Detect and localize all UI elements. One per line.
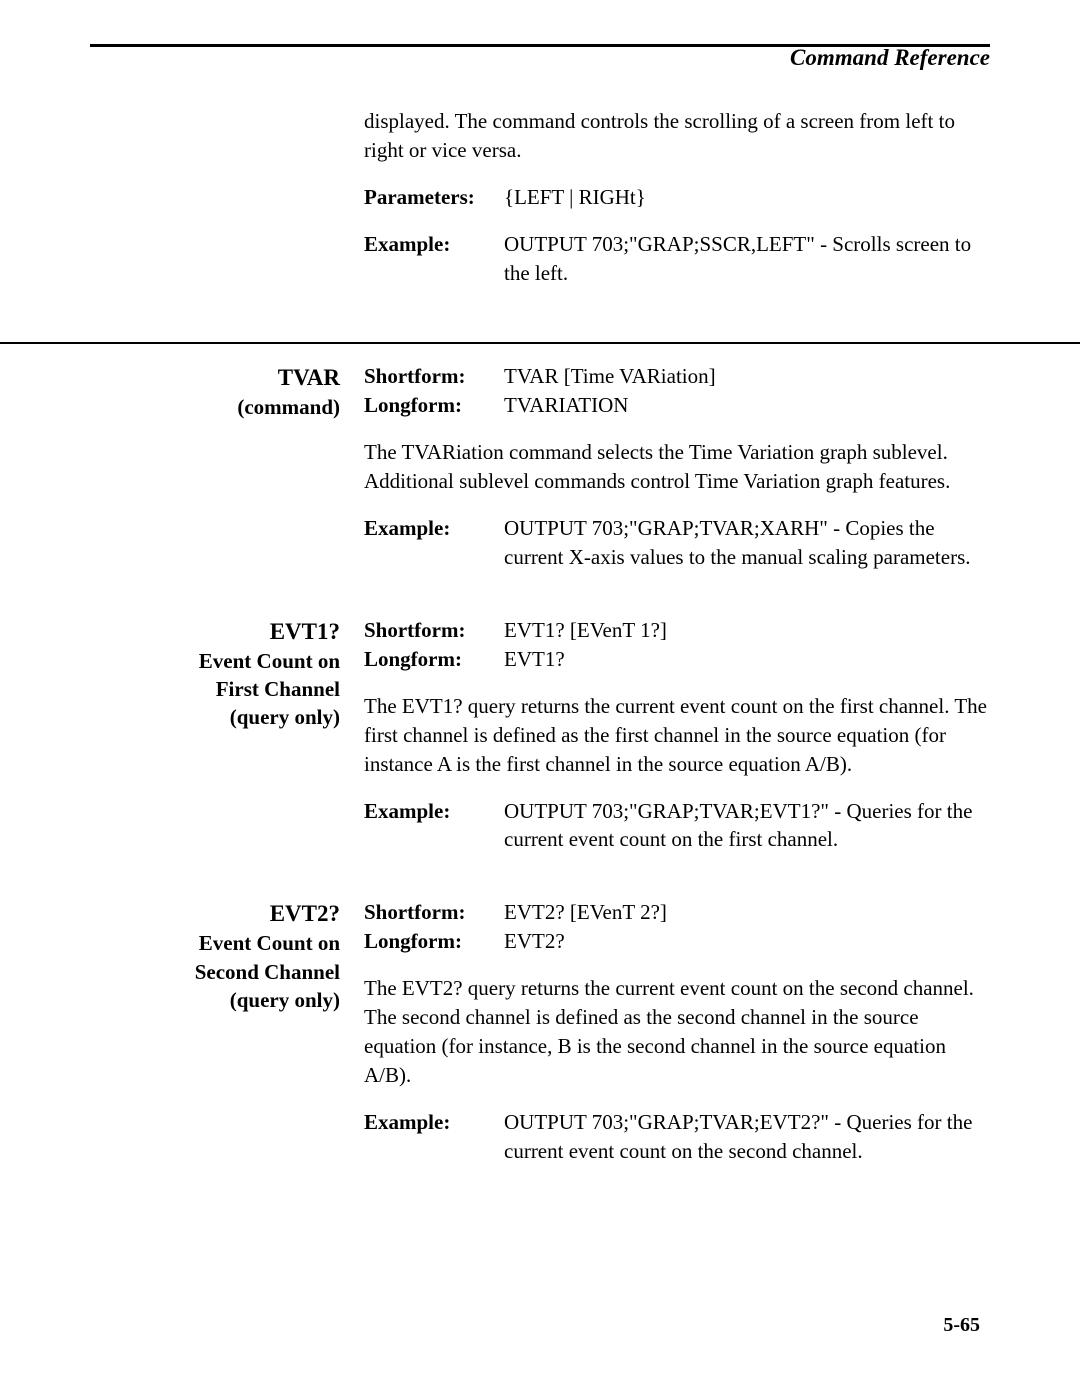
evt2-block: EVT2? Event Count on Second Channel (que…	[90, 898, 990, 1184]
evt2-example-row: Example: OUTPUT 703;"GRAP;TVAR;EVT2?" - …	[364, 1108, 990, 1166]
longform-value: TVARIATION	[504, 391, 990, 420]
example-label: Example:	[364, 1108, 504, 1166]
example-label: Example:	[364, 514, 504, 572]
section-rule-1	[0, 342, 1080, 344]
tvar-longform-row: Longform: TVARIATION	[364, 391, 990, 420]
tvar-block: TVAR (command) Shortform: TVAR [Time VAR…	[90, 362, 990, 590]
evt1-shortform-row: Shortform: EVT1? [EVenT 1?]	[364, 616, 990, 645]
intro-example-row: Example: OUTPUT 703;"GRAP;SSCR,LEFT" - S…	[364, 230, 990, 288]
intro-para: displayed. The command controls the scro…	[364, 107, 990, 165]
example-label: Example:	[364, 797, 504, 855]
evt1-right: Shortform: EVT1? [EVenT 1?] Longform: EV…	[364, 616, 990, 873]
example-value: OUTPUT 703;"GRAP;TVAR;EVT2?" - Queries f…	[504, 1108, 990, 1166]
evt2-right: Shortform: EVT2? [EVenT 2?] Longform: EV…	[364, 898, 990, 1184]
header-title: Command Reference	[90, 45, 990, 71]
evt2-sub2: Second Channel	[90, 958, 340, 986]
tvar-example-row: Example: OUTPUT 703;"GRAP;TVAR;XARH" - C…	[364, 514, 990, 572]
evt2-shortform-row: Shortform: EVT2? [EVenT 2?]	[364, 898, 990, 927]
example-value: OUTPUT 703;"GRAP;TVAR;XARH" - Copies the…	[504, 514, 990, 572]
intro-block: displayed. The command controls the scro…	[90, 107, 990, 306]
tvar-name: TVAR	[90, 362, 340, 393]
evt1-sub3: (query only)	[90, 703, 340, 731]
shortform-value: EVT1? [EVenT 1?]	[504, 616, 990, 645]
parameters-label: Parameters:	[364, 183, 504, 212]
longform-value: EVT2?	[504, 927, 990, 956]
evt2-longform-row: Longform: EVT2?	[364, 927, 990, 956]
example-value: OUTPUT 703;"GRAP;SSCR,LEFT" - Scrolls sc…	[504, 230, 990, 288]
parameters-value: {LEFT | RIGHt}	[504, 183, 990, 212]
shortform-value: EVT2? [EVenT 2?]	[504, 898, 990, 927]
evt1-left: EVT1? Event Count on First Channel (quer…	[90, 616, 364, 873]
evt1-para: The EVT1? query returns the current even…	[364, 692, 990, 779]
tvar-right: Shortform: TVAR [Time VARiation] Longfor…	[364, 362, 990, 590]
evt1-block: EVT1? Event Count on First Channel (quer…	[90, 616, 990, 873]
evt1-longform-row: Longform: EVT1?	[364, 645, 990, 674]
example-value: OUTPUT 703;"GRAP;TVAR;EVT1?" - Queries f…	[504, 797, 990, 855]
shortform-label: Shortform:	[364, 362, 504, 391]
tvar-para: The TVARiation command selects the Time …	[364, 438, 990, 496]
evt1-name: EVT1?	[90, 616, 340, 647]
page: Command Reference displayed. The command…	[0, 0, 1080, 1397]
shortform-value: TVAR [Time VARiation]	[504, 362, 990, 391]
evt2-left: EVT2? Event Count on Second Channel (que…	[90, 898, 364, 1184]
longform-label: Longform:	[364, 927, 504, 956]
page-number: 5-65	[943, 1314, 980, 1337]
shortform-label: Shortform:	[364, 898, 504, 927]
tvar-sub: (command)	[90, 393, 340, 421]
tvar-shortform-row: Shortform: TVAR [Time VARiation]	[364, 362, 990, 391]
evt1-sub2: First Channel	[90, 675, 340, 703]
intro-right: displayed. The command controls the scro…	[364, 107, 990, 306]
body: displayed. The command controls the scro…	[90, 107, 990, 1210]
shortform-label: Shortform:	[364, 616, 504, 645]
evt2-para: The EVT2? query returns the current even…	[364, 974, 990, 1090]
evt1-sub1: Event Count on	[90, 647, 340, 675]
evt2-sub1: Event Count on	[90, 929, 340, 957]
intro-params-row: Parameters: {LEFT | RIGHt}	[364, 183, 990, 212]
longform-label: Longform:	[364, 645, 504, 674]
intro-left	[90, 107, 364, 306]
tvar-left: TVAR (command)	[90, 362, 364, 590]
longform-value: EVT1?	[504, 645, 990, 674]
example-label: Example:	[364, 230, 504, 288]
evt1-example-row: Example: OUTPUT 703;"GRAP;TVAR;EVT1?" - …	[364, 797, 990, 855]
evt2-sub3: (query only)	[90, 986, 340, 1014]
evt2-name: EVT2?	[90, 898, 340, 929]
longform-label: Longform:	[364, 391, 504, 420]
